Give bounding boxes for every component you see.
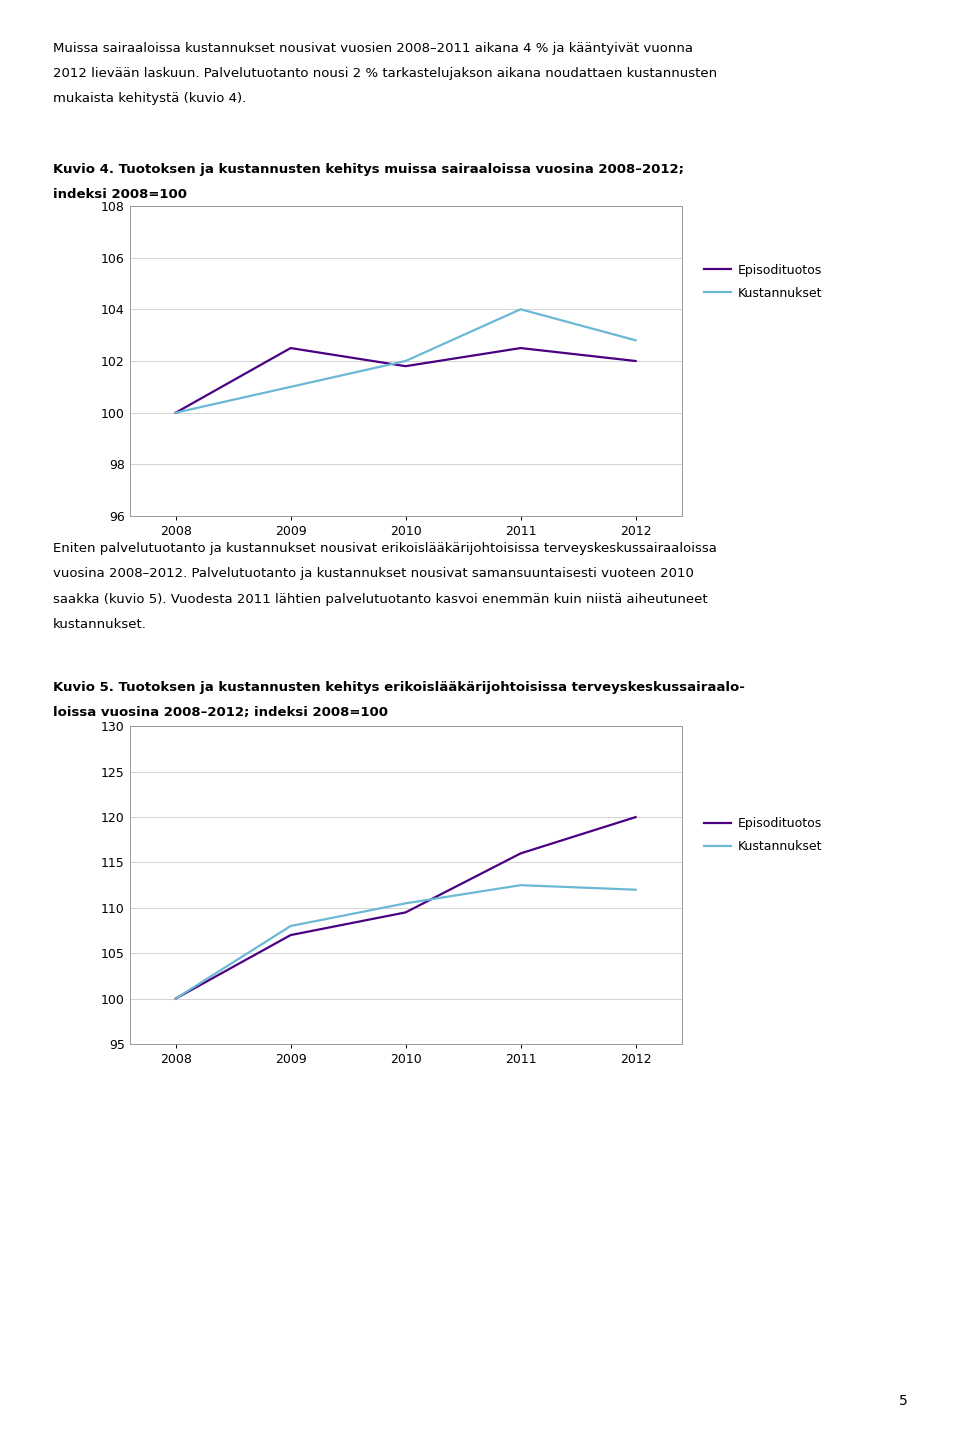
Text: mukaista kehitystä (kuvio 4).: mukaista kehitystä (kuvio 4). xyxy=(53,92,246,105)
Text: Muissa sairaaloissa kustannukset nousivat vuosien 2008–2011 aikana 4 % ja käänty: Muissa sairaaloissa kustannukset nousiva… xyxy=(53,42,693,55)
Text: Kuvio 4. Tuotoksen ja kustannusten kehitys muissa sairaaloissa vuosina 2008–2012: Kuvio 4. Tuotoksen ja kustannusten kehit… xyxy=(53,163,684,176)
Text: loissa vuosina 2008–2012; indeksi 2008=100: loissa vuosina 2008–2012; indeksi 2008=1… xyxy=(53,706,388,719)
Text: Kuvio 5. Tuotoksen ja kustannusten kehitys erikoislääkärijohtoisissa terveyskesk: Kuvio 5. Tuotoksen ja kustannusten kehit… xyxy=(53,682,745,695)
Text: 5: 5 xyxy=(899,1393,907,1408)
Text: kustannukset.: kustannukset. xyxy=(53,618,147,631)
Text: 2012 lievään laskuun. Palvelutuotanto nousi 2 % tarkastelujakson aikana noudatta: 2012 lievään laskuun. Palvelutuotanto no… xyxy=(53,66,717,81)
Legend: Episodituotos, Kustannukset: Episodituotos, Kustannukset xyxy=(699,258,828,305)
Text: Eniten palvelutuotanto ja kustannukset nousivat erikoislääkärijohtoisissa tervey: Eniten palvelutuotanto ja kustannukset n… xyxy=(53,542,717,556)
Text: saakka (kuvio 5). Vuodesta 2011 lähtien palvelutuotanto kasvoi enemmän kuin niis: saakka (kuvio 5). Vuodesta 2011 lähtien … xyxy=(53,592,708,606)
Legend: Episodituotos, Kustannukset: Episodituotos, Kustannukset xyxy=(699,812,828,858)
Text: indeksi 2008=100: indeksi 2008=100 xyxy=(53,188,187,202)
Text: vuosina 2008–2012. Palvelutuotanto ja kustannukset nousivat samansuuntaisesti vu: vuosina 2008–2012. Palvelutuotanto ja ku… xyxy=(53,567,694,580)
